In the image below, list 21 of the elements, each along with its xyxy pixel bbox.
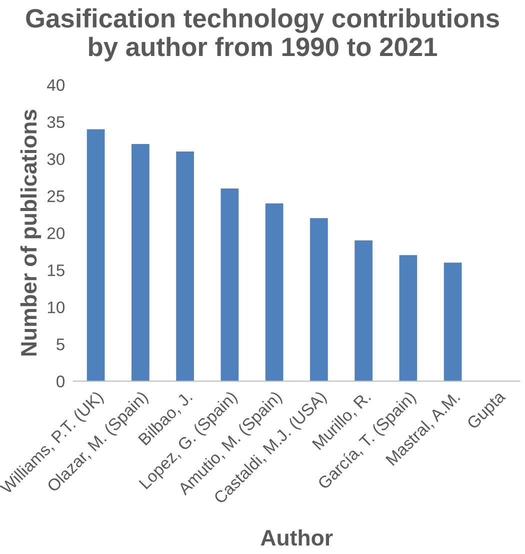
- y-tick-label: 0: [56, 376, 65, 388]
- y-tick-label: 10: [48, 301, 65, 314]
- bar: [444, 262, 462, 382]
- y-tick-label: 15: [48, 264, 64, 276]
- y-axis-title: Number of publications: [20, 110, 42, 356]
- x-axis-title: Author: [260, 529, 333, 546]
- y-tick-label: 5: [56, 338, 64, 350]
- bar: [354, 240, 372, 382]
- bar: [265, 203, 284, 382]
- y-tick-label: 25: [47, 190, 64, 202]
- bar: [132, 144, 150, 382]
- bar: [220, 188, 239, 382]
- bar: [176, 151, 194, 382]
- y-tick-label: 20: [47, 227, 65, 240]
- y-tick-label: 40: [47, 79, 65, 91]
- chart-title: Gasification technology contributions by author from 1990 to 2021: [26, 8, 499, 62]
- bar: [86, 129, 105, 382]
- y-tick-label: 35: [47, 116, 64, 128]
- y-tick-label: 30: [47, 153, 65, 166]
- bar: [310, 218, 328, 382]
- bar: [399, 255, 418, 382]
